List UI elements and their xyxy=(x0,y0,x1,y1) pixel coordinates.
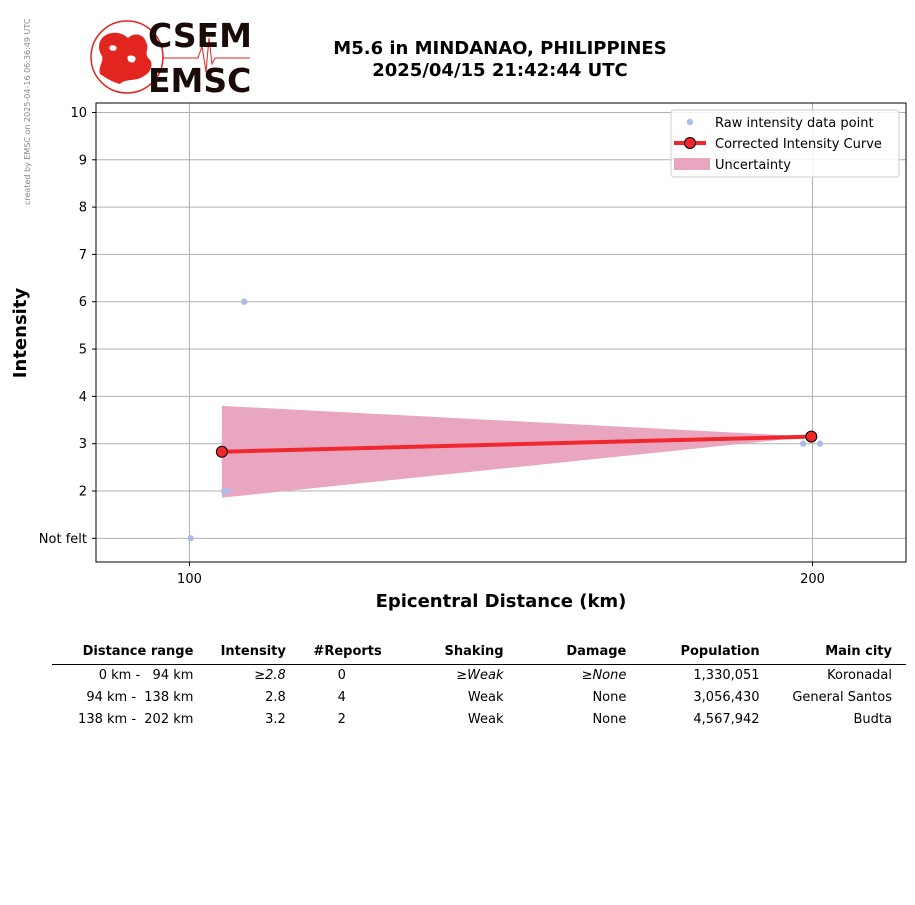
y-tick-label: Not felt xyxy=(39,532,87,547)
chart-title: M5.6 in MINDANAO, PHILIPPINES 2025/04/15… xyxy=(300,38,700,82)
y-tick-label: 7 xyxy=(79,248,87,263)
cell-range: 0 km - 94 km xyxy=(98,668,194,683)
corrected-curve-point xyxy=(215,445,228,458)
cell-intensity: 3.2 xyxy=(265,712,286,727)
legend-box xyxy=(670,109,900,178)
y-tick-label: 9 xyxy=(79,153,87,168)
col-intensity: Intensity xyxy=(201,640,294,665)
col-reports: #Reports xyxy=(293,640,390,665)
cell-shaking: Weak xyxy=(467,690,504,705)
cell-reports: 2 xyxy=(337,712,346,727)
legend-uncertainty-label: Uncertainty xyxy=(715,158,791,173)
curve-layer xyxy=(215,430,818,458)
y-tick-label: 5 xyxy=(79,343,87,358)
cell-reports: 4 xyxy=(337,690,346,705)
cell-population: 3,056,430 xyxy=(693,690,760,705)
x-tick-label: 200 xyxy=(800,572,825,587)
legend: Raw intensity data point Corrected Inten… xyxy=(670,109,900,178)
table-header-row: Distance range Intensity #Reports Shakin… xyxy=(52,640,906,665)
cell-range: 94 km - 138 km xyxy=(86,690,194,705)
raw-point xyxy=(187,535,194,542)
cell-damage: None xyxy=(592,712,627,727)
raw-point xyxy=(224,487,232,495)
y-tick-label: 6 xyxy=(79,295,87,310)
raw-point xyxy=(241,298,248,305)
cell-population: 1,330,051 xyxy=(693,668,760,683)
cell-shaking: ≥Weak xyxy=(456,668,504,683)
x-tick-label: 100 xyxy=(177,572,202,587)
chart-title-line2: 2025/04/15 21:42:44 UTC xyxy=(372,60,628,81)
legend-uncertainty-swatch xyxy=(674,158,710,170)
col-distance-range: Distance range xyxy=(52,640,202,665)
table-row: 94 km - 138 km 2.8 4 Weak None 3,056,430… xyxy=(52,687,906,709)
y-tick-label: 4 xyxy=(79,390,87,405)
csem-emsc-logo: CSEM EMSC xyxy=(90,16,252,100)
corrected-curve-line xyxy=(221,434,812,454)
ticks-layer: Not felt 2 3 4 5 6 7 8 9 10 100 200 xyxy=(39,106,825,587)
y-axis-label: Intensity xyxy=(10,288,31,379)
uncertainty-band xyxy=(221,405,812,498)
col-damage: Damage xyxy=(511,640,635,665)
uncertainty-layer xyxy=(221,405,812,498)
intensity-table: Distance range Intensity #Reports Shakin… xyxy=(52,640,906,731)
grid xyxy=(96,103,906,562)
cell-damage: None xyxy=(592,690,627,705)
y-tick-label: 8 xyxy=(79,201,87,216)
logo-csem-text: CSEM xyxy=(148,16,252,55)
legend-curve-marker xyxy=(684,137,696,149)
col-shaking: Shaking xyxy=(389,640,512,665)
legend-raw-marker xyxy=(686,118,694,126)
cell-range: 138 km - 202 km xyxy=(78,712,194,727)
raw-points-layer xyxy=(187,298,824,542)
corrected-curve-point xyxy=(805,430,818,443)
cell-reports: 0 xyxy=(337,668,346,683)
cell-intensity: ≥2.8 xyxy=(254,668,286,683)
cell-damage: ≥None xyxy=(581,668,627,683)
intensity-chart: Not felt 2 3 4 5 6 7 8 9 10 100 200 Epicentral Dist… xyxy=(10,102,907,612)
raw-point xyxy=(816,440,824,447)
y-tick-label: 2 xyxy=(79,485,87,500)
table-row: 138 km - 202 km 3.2 2 Weak None 4,567,94… xyxy=(52,709,906,731)
y-tick-label: 3 xyxy=(79,437,87,452)
x-axis-label: Epicentral Distance (km) xyxy=(376,591,627,612)
legend-raw-label: Raw intensity data point xyxy=(715,116,874,131)
cell-population: 4,567,942 xyxy=(693,712,760,727)
cell-city: Budta xyxy=(853,712,892,727)
cell-city: General Santos xyxy=(792,690,892,705)
legend-curve-label: Corrected Intensity Curve xyxy=(715,137,882,152)
raw-point xyxy=(799,440,807,447)
cell-intensity: 2.8 xyxy=(265,690,286,705)
logo-emsc-text: EMSC xyxy=(148,61,251,100)
chart-title-line1: M5.6 in MINDANAO, PHILIPPINES xyxy=(333,38,667,59)
table-row: 0 km - 94 km ≥2.8 0 ≥Weak ≥None 1,330,05… xyxy=(52,665,906,688)
col-population: Population xyxy=(634,640,768,665)
cell-shaking: Weak xyxy=(467,712,504,727)
cell-city: Koronadal xyxy=(827,668,892,683)
y-tick-label: 10 xyxy=(70,106,87,121)
col-main-city: Main city xyxy=(767,640,906,665)
plot-frame xyxy=(95,102,907,563)
